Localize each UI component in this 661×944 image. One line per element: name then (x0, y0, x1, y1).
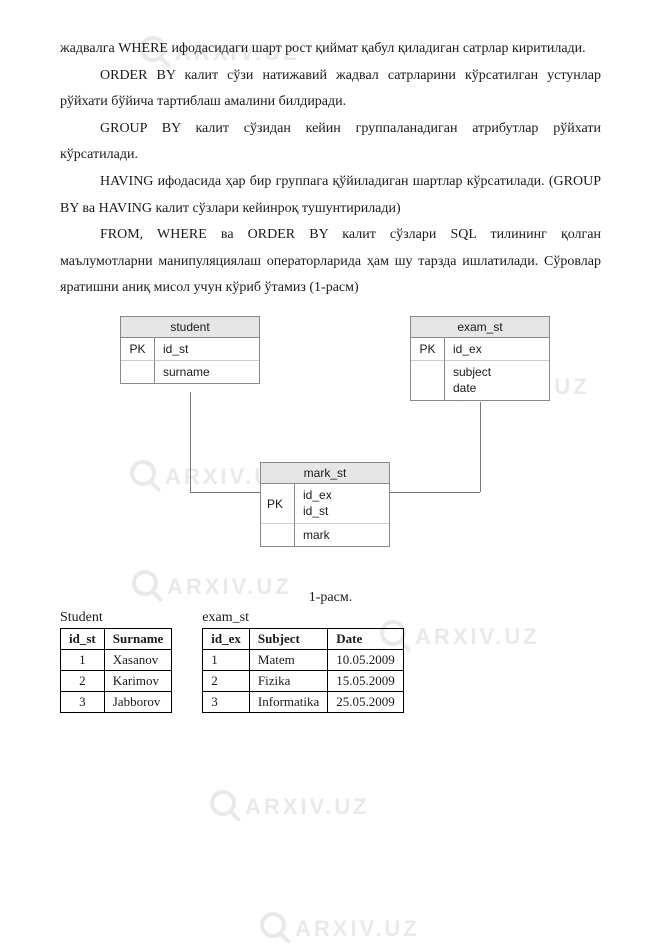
cell: 1 (203, 649, 250, 670)
paragraph: HAVING ифодасида ҳар бир группага қўйила… (60, 169, 601, 222)
cell: 10.05.2009 (328, 649, 404, 670)
table-row: 1 Matem 10.05.2009 (203, 649, 404, 670)
paragraph: GROUP BY калит сўзидан кейин группаланад… (60, 116, 601, 169)
field: date (453, 381, 476, 395)
entity-title: mark_st (261, 463, 389, 484)
paragraph: жадвалга WHERE ифодасидаги шарт рост қий… (60, 36, 601, 63)
table-title: exam_st (202, 610, 404, 626)
pk-field: id_st (155, 338, 259, 360)
paragraph: FROM, WHERE ва ORDER BY калит сўзлари SQ… (60, 222, 601, 302)
field: surname (155, 360, 259, 383)
col-header: Surname (104, 628, 172, 649)
cell: 2 (61, 670, 105, 691)
exam-table-block: exam_st id_ex Subject Date 1 Matem 10.05… (202, 610, 404, 713)
entity-title: student (121, 317, 259, 338)
table-row: 3 Informatika 25.05.2009 (203, 691, 404, 712)
col-header: id_ex (203, 628, 250, 649)
table-title: Student (60, 610, 172, 626)
field: subject (453, 365, 491, 379)
paragraph: ORDER BY калит сўзи натижавий жадвал сат… (60, 63, 601, 116)
field: mark (295, 523, 389, 546)
cell: Fizika (249, 670, 327, 691)
cell: 1 (61, 649, 105, 670)
watermark: ARXIV.UZ (295, 916, 420, 942)
cell: Karimov (104, 670, 172, 691)
pk-label: PK (411, 338, 445, 360)
pk-field: id_st (303, 504, 328, 518)
pk-field: id_ex (445, 338, 549, 360)
col-header: id_st (61, 628, 105, 649)
figure-caption: 1-расм. (60, 590, 601, 606)
cell: 15.05.2009 (328, 670, 404, 691)
cell: Xasanov (104, 649, 172, 670)
cell: 3 (203, 691, 250, 712)
pk-label: PK (121, 338, 155, 360)
pk-field: id_ex (303, 488, 332, 502)
cell: Informatika (249, 691, 327, 712)
table-row: 1 Xasanov (61, 649, 172, 670)
watermark: ARXIV.UZ (245, 794, 370, 820)
cell: 2 (203, 670, 250, 691)
student-table-block: Student id_st Surname 1 Xasanov 2 Karimo… (60, 610, 172, 713)
table-row: 2 Fizika 15.05.2009 (203, 670, 404, 691)
col-header: Date (328, 628, 404, 649)
cell: 25.05.2009 (328, 691, 404, 712)
er-diagram: student PK id_st surname exam_st PK id_e… (60, 312, 601, 572)
entity-student: student PK id_st surname (120, 316, 260, 384)
entity-exam: exam_st PK id_ex subject date (410, 316, 550, 401)
col-header: Subject (249, 628, 327, 649)
pk-label: PK (261, 484, 295, 523)
exam-table: id_ex Subject Date 1 Matem 10.05.2009 2 … (202, 628, 404, 713)
cell: Matem (249, 649, 327, 670)
table-row: 3 Jabborov (61, 691, 172, 712)
entity-mark: mark_st PK id_ex id_st mark (260, 462, 390, 547)
cell: Jabborov (104, 691, 172, 712)
table-row: 2 Karimov (61, 670, 172, 691)
cell: 3 (61, 691, 105, 712)
entity-title: exam_st (411, 317, 549, 338)
student-table: id_st Surname 1 Xasanov 2 Karimov 3 Jabb… (60, 628, 172, 713)
